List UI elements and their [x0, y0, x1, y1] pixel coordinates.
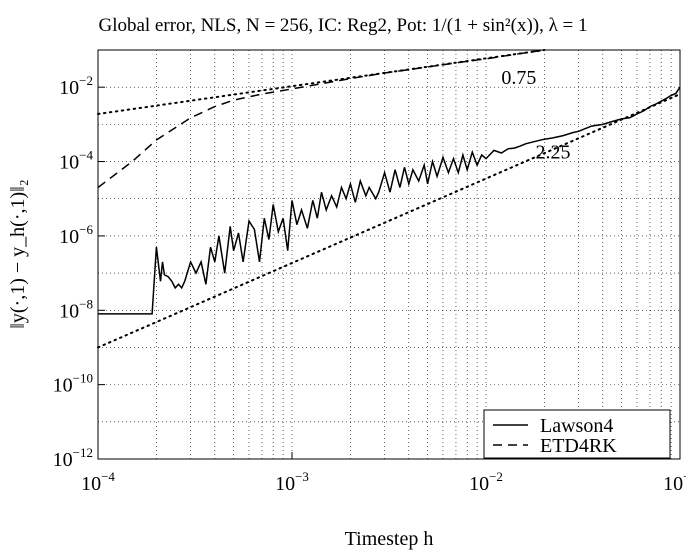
x-axis-ticks: 10−4 10−3 10−2 10−1 — [81, 452, 686, 495]
y-tick-label: 10−12 — [53, 445, 93, 471]
x-tick-label: 10−1 — [663, 469, 686, 495]
y-axis-label: ‖y(·,1) − y_h(·,1)‖₂ — [7, 179, 29, 328]
reference-line-slope-2.25 — [97, 93, 681, 349]
legend-box — [483, 409, 671, 459]
y-tick-label: 10−2 — [59, 73, 93, 99]
series-line-lawson4 — [98, 86, 681, 315]
y-tick-label: 10−4 — [59, 148, 93, 174]
x-tick-label: 10−4 — [81, 469, 115, 495]
x-tick-label: 10−3 — [275, 469, 309, 495]
slope-label-2.25: 2.25 — [536, 142, 571, 164]
legend-label-lawson4: Lawson4 — [540, 415, 613, 437]
legend: Lawson4 ETD4RK — [483, 409, 671, 459]
slope-label-0.75: 0.75 — [501, 67, 536, 89]
reference-line-slope-0.75 — [97, 49, 546, 115]
y-tick-label: 10−8 — [59, 296, 93, 322]
y-tick-label: 10−6 — [59, 222, 93, 248]
chart-title: Global error, NLS, N = 256, IC: Reg2, Po… — [98, 15, 587, 36]
plot-frame — [97, 49, 681, 460]
reference-lines: 0.75 2.25 — [97, 49, 681, 349]
series-layer — [97, 49, 681, 315]
y-tick-label: 10−10 — [53, 371, 93, 397]
y-axis-ticks: 10−12 10−10 10−8 10−6 10−4 10−2 — [53, 73, 105, 471]
x-axis-label: Timestep h — [345, 528, 434, 550]
grid — [97, 49, 680, 460]
series-line-etd4rk — [97, 49, 545, 189]
x-tick-label: 10−2 — [469, 469, 503, 495]
legend-label-etd4rk: ETD4RK — [540, 435, 617, 457]
